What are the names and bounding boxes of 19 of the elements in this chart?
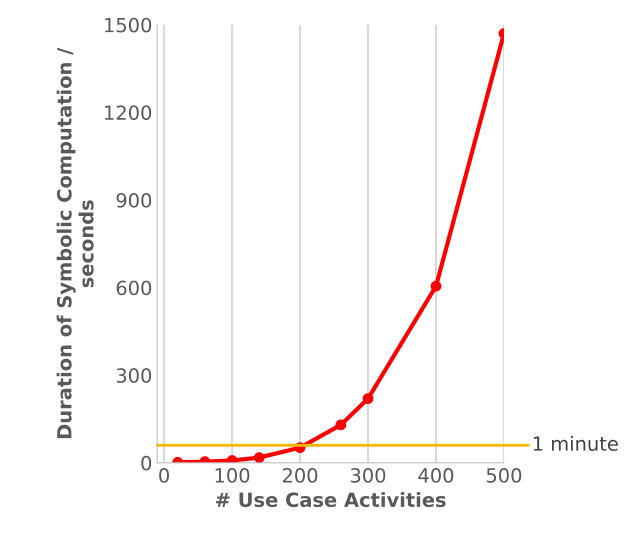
x-tick-label: 0 bbox=[159, 468, 169, 483]
point bbox=[362, 393, 374, 404]
y-tick-label: 300 bbox=[116, 368, 152, 383]
x-tick-label: 300 bbox=[350, 468, 386, 483]
x-axis-title: # Use Case Activities bbox=[216, 492, 446, 508]
x-tick-label: 500 bbox=[486, 468, 522, 483]
point bbox=[430, 280, 442, 292]
y-tick-label: 900 bbox=[116, 192, 152, 208]
y-tick-label: 600 bbox=[116, 280, 152, 296]
y-axis-title: Duration of Symbolic Computation / seconds bbox=[56, 48, 94, 438]
ref-line-label: 1 minute bbox=[534, 436, 618, 451]
y-tick-label: 0 bbox=[141, 456, 152, 471]
x-tick-label: 200 bbox=[282, 468, 318, 483]
y-tick-label: 1200 bbox=[105, 105, 152, 120]
point bbox=[254, 452, 265, 463]
x-tick-label: 100 bbox=[216, 468, 250, 483]
x-tick-label: 400 bbox=[418, 468, 454, 483]
y-tick-label: 1500 bbox=[105, 18, 152, 32]
point bbox=[335, 419, 346, 430]
